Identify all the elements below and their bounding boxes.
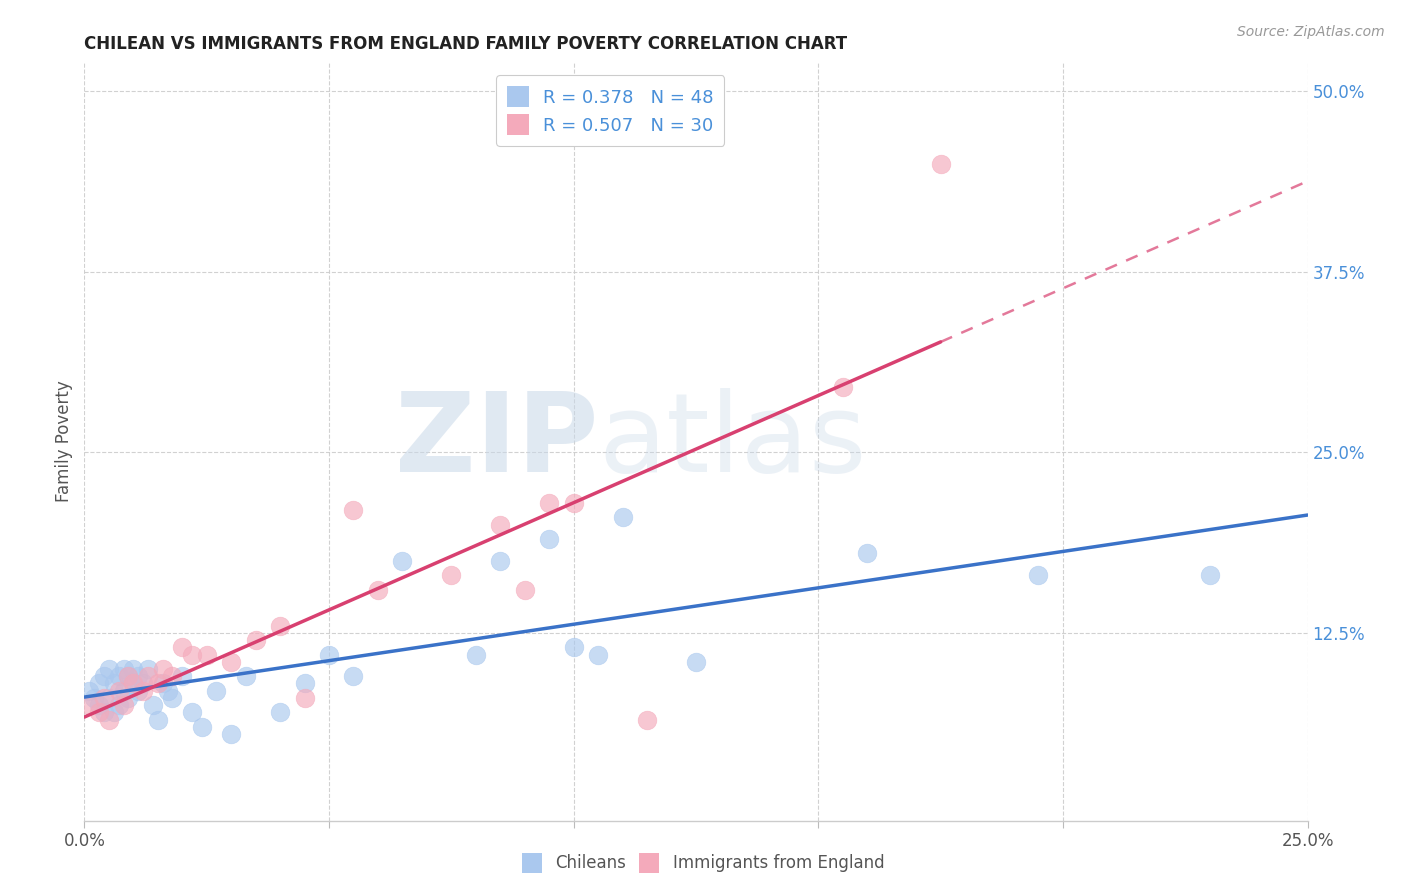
Point — [87, 698, 110, 712]
Point — [132, 676, 155, 690]
Point — [77, 683, 100, 698]
Point — [112, 698, 135, 712]
Point — [342, 669, 364, 683]
Point — [612, 510, 634, 524]
Point — [97, 662, 120, 676]
Point — [103, 706, 125, 720]
Point — [146, 713, 169, 727]
Point — [117, 690, 139, 705]
Y-axis label: Family Poverty: Family Poverty — [55, 381, 73, 502]
Point — [83, 690, 105, 705]
Point — [172, 640, 194, 655]
Point — [929, 156, 952, 170]
Point — [112, 662, 135, 676]
Legend: Chileans, Immigrants from England: Chileans, Immigrants from England — [515, 847, 891, 880]
Point — [117, 669, 139, 683]
Point — [112, 683, 135, 698]
Point — [856, 546, 879, 560]
Point — [1198, 568, 1220, 582]
Point — [562, 640, 585, 655]
Point — [107, 683, 129, 698]
Point — [191, 720, 214, 734]
Point — [205, 683, 228, 698]
Point — [142, 698, 165, 712]
Point — [219, 727, 242, 741]
Point — [831, 380, 853, 394]
Point — [97, 713, 120, 727]
Point — [152, 676, 174, 690]
Point — [513, 582, 536, 597]
Text: ZIP: ZIP — [395, 388, 598, 495]
Point — [152, 662, 174, 676]
Point — [195, 648, 218, 662]
Point — [538, 496, 561, 510]
Point — [107, 698, 129, 712]
Point — [181, 648, 204, 662]
Point — [342, 503, 364, 517]
Point — [93, 690, 115, 705]
Point — [87, 706, 110, 720]
Point — [132, 683, 155, 698]
Point — [107, 669, 129, 683]
Point — [636, 713, 658, 727]
Text: Source: ZipAtlas.com: Source: ZipAtlas.com — [1237, 25, 1385, 39]
Point — [93, 669, 115, 683]
Point — [172, 669, 194, 683]
Legend: R = 0.378   N = 48, R = 0.507   N = 30: R = 0.378 N = 48, R = 0.507 N = 30 — [496, 75, 724, 146]
Point — [219, 655, 242, 669]
Point — [562, 496, 585, 510]
Point — [103, 676, 125, 690]
Point — [162, 690, 184, 705]
Point — [318, 648, 340, 662]
Point — [294, 676, 316, 690]
Point — [77, 698, 100, 712]
Point — [367, 582, 389, 597]
Point — [87, 676, 110, 690]
Point — [97, 690, 120, 705]
Point — [122, 676, 145, 690]
Point — [489, 517, 512, 532]
Point — [156, 683, 179, 698]
Point — [294, 690, 316, 705]
Point — [122, 676, 145, 690]
Point — [181, 706, 204, 720]
Point — [269, 618, 291, 632]
Point — [586, 648, 609, 662]
Point — [538, 532, 561, 546]
Point — [117, 669, 139, 683]
Point — [235, 669, 257, 683]
Point — [93, 706, 115, 720]
Point — [136, 662, 159, 676]
Point — [464, 648, 486, 662]
Point — [122, 662, 145, 676]
Point — [269, 706, 291, 720]
Point — [685, 655, 707, 669]
Point — [127, 669, 149, 683]
Text: CHILEAN VS IMMIGRANTS FROM ENGLAND FAMILY POVERTY CORRELATION CHART: CHILEAN VS IMMIGRANTS FROM ENGLAND FAMIL… — [84, 35, 848, 53]
Text: atlas: atlas — [598, 388, 866, 495]
Point — [245, 633, 267, 648]
Point — [489, 554, 512, 568]
Point — [136, 669, 159, 683]
Point — [146, 676, 169, 690]
Point — [162, 669, 184, 683]
Point — [391, 554, 413, 568]
Point — [1028, 568, 1050, 582]
Point — [440, 568, 463, 582]
Point — [127, 683, 149, 698]
